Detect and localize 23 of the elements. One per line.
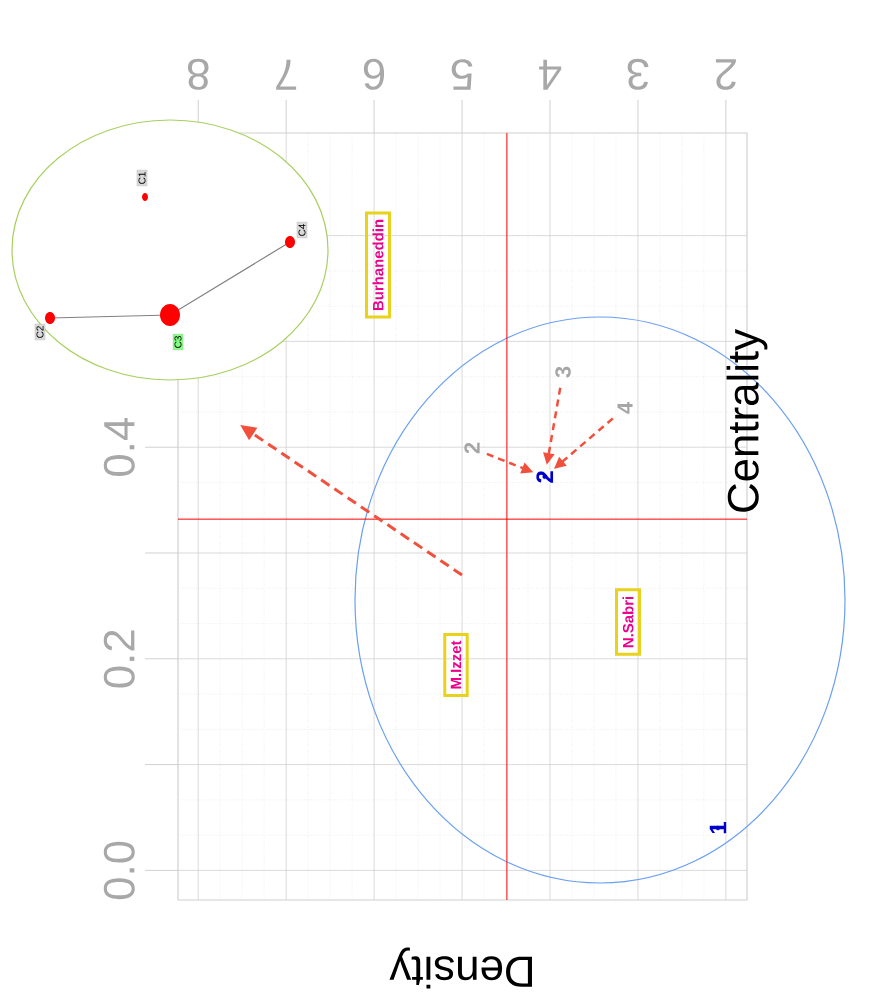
y-tick-label: 0.2 xyxy=(103,630,135,688)
y-tick-label: 0.0 xyxy=(103,841,135,900)
text: C1 xyxy=(138,172,146,184)
annotation: C4 xyxy=(298,223,306,236)
x-axis-title: Density xyxy=(389,947,532,989)
annotation: N.Sabri xyxy=(622,596,634,648)
annotation: M.Izzet xyxy=(450,640,462,689)
annotation: C3 xyxy=(174,336,182,348)
x-tick-label: 5 xyxy=(451,59,473,90)
x-tick-label: 3 xyxy=(627,58,649,90)
annotation: 2 xyxy=(464,442,480,454)
y-axis-title: Centrality xyxy=(726,329,768,512)
y-tick-label: 0.4 xyxy=(103,418,135,476)
x-tick-label: 7 xyxy=(276,59,297,90)
annotation: 4 xyxy=(617,402,633,414)
x-tick-label: 6 xyxy=(363,58,385,90)
annotation: 2 xyxy=(536,471,554,483)
x-tick-label: 4 xyxy=(539,59,562,90)
text: C2 xyxy=(36,326,44,338)
x-tick-label: 8 xyxy=(187,58,209,90)
annotation: Burhaneddin xyxy=(372,219,384,311)
annotation: 3 xyxy=(555,366,571,378)
x-tick-label: 2 xyxy=(715,59,736,90)
